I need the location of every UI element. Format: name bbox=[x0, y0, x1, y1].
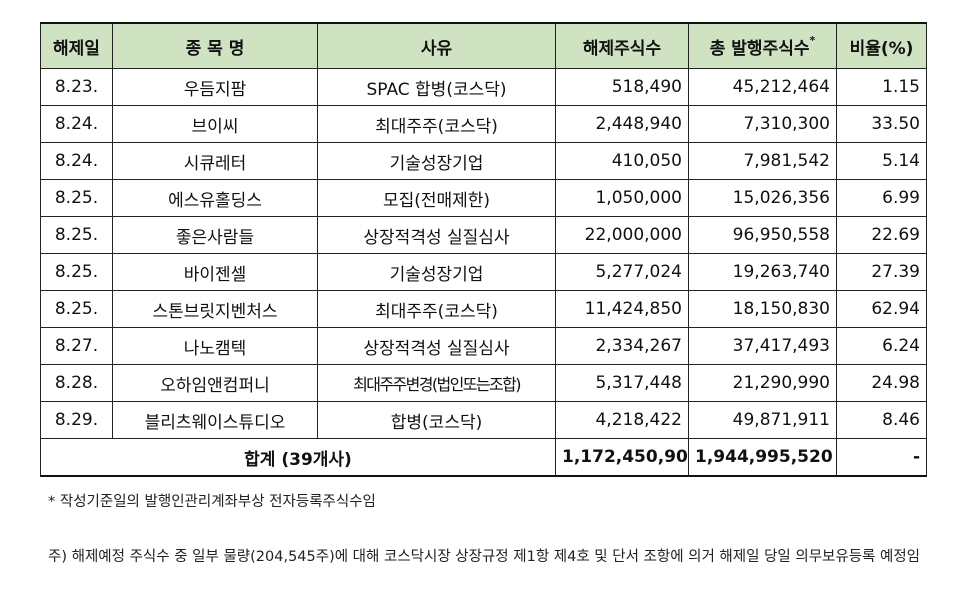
cell-date: 8.25. bbox=[40, 216, 113, 254]
cell-ratio: 33.50 bbox=[836, 105, 927, 143]
note: 주) 해제예정 주식수 중 일부 물량(204,545주)에 대해 코스닥시장 … bbox=[48, 549, 921, 565]
header-name: 종 목 명 bbox=[112, 22, 318, 69]
total-total-shares: 1,944,995,520 bbox=[688, 438, 837, 477]
cell-reason: 최대주주(코스닥) bbox=[317, 290, 556, 328]
cell-total-shares: 96,950,558 bbox=[688, 216, 837, 254]
cell-name: 브이씨 bbox=[112, 105, 318, 143]
cell-reason: 최대주주변경(법인또는조합) bbox=[317, 364, 556, 402]
cell-total-shares: 49,871,911 bbox=[688, 401, 837, 439]
cell-total-shares: 19,263,740 bbox=[688, 253, 837, 291]
cell-ratio: 6.99 bbox=[836, 179, 927, 217]
cell-date: 8.24. bbox=[40, 105, 113, 143]
cell-date: 8.27. bbox=[40, 327, 113, 365]
table-total-row: 합계 (39개사) 1,172,450,902 1,944,995,520 - bbox=[40, 438, 927, 477]
cell-total-shares: 45,212,464 bbox=[688, 68, 837, 106]
cell-date: 8.24. bbox=[40, 142, 113, 180]
cell-ratio: 62.94 bbox=[836, 290, 927, 328]
cell-date: 8.29. bbox=[40, 401, 113, 439]
cell-reason: SPAC 합병(코스닥) bbox=[317, 68, 556, 106]
cell-ratio: 1.15 bbox=[836, 68, 927, 106]
cell-name: 블리츠웨이스튜디오 bbox=[112, 401, 318, 439]
cell-date: 8.28. bbox=[40, 364, 113, 402]
cell-name: 에스유홀딩스 bbox=[112, 179, 318, 217]
cell-date: 8.25. bbox=[40, 253, 113, 291]
cell-total-shares: 18,150,830 bbox=[688, 290, 837, 328]
cell-total-shares: 15,026,356 bbox=[688, 179, 837, 217]
cell-reason: 합병(코스닥) bbox=[317, 401, 556, 439]
cell-total-shares: 21,290,990 bbox=[688, 364, 837, 402]
cell-release-shares: 11,424,850 bbox=[555, 290, 689, 328]
total-release-shares: 1,172,450,902 bbox=[555, 438, 689, 477]
cell-total-shares: 7,981,542 bbox=[688, 142, 837, 180]
table-row: 8.28. 오하임앤컴퍼니 최대주주변경(법인또는조합) 5,317,448 2… bbox=[40, 364, 927, 402]
table-row: 8.25. 바이젠셀 기술성장기업 5,277,024 19,263,740 2… bbox=[40, 253, 927, 291]
table-header-row: 해제일 종 목 명 사유 해제주식수 총 발행주식수* 비율(%) bbox=[40, 22, 927, 69]
cell-name: 시큐레터 bbox=[112, 142, 318, 180]
header-total-shares-mark: * bbox=[809, 33, 816, 47]
cell-release-shares: 2,448,940 bbox=[555, 105, 689, 143]
table-row: 8.23. 우듬지팜 SPAC 합병(코스닥) 518,490 45,212,4… bbox=[40, 68, 927, 106]
cell-release-shares: 5,277,024 bbox=[555, 253, 689, 291]
cell-name: 바이젠셀 bbox=[112, 253, 318, 291]
cell-name: 스톤브릿지벤처스 bbox=[112, 290, 318, 328]
cell-reason: 모집(전매제한) bbox=[317, 179, 556, 217]
cell-reason: 최대주주(코스닥) bbox=[317, 105, 556, 143]
table-row: 8.24. 브이씨 최대주주(코스닥) 2,448,940 7,310,300 … bbox=[40, 105, 927, 143]
header-reason: 사유 bbox=[317, 22, 556, 69]
cell-ratio: 27.39 bbox=[836, 253, 927, 291]
cell-ratio: 8.46 bbox=[836, 401, 927, 439]
cell-reason: 기술성장기업 bbox=[317, 253, 556, 291]
footnote: * 작성기준일의 발행인관리계좌부상 전자등록주식수임 bbox=[48, 494, 376, 510]
header-total-shares-label: 총 발행주식수 bbox=[709, 38, 810, 59]
cell-ratio: 5.14 bbox=[836, 142, 927, 180]
cell-total-shares: 7,310,300 bbox=[688, 105, 837, 143]
cell-release-shares: 518,490 bbox=[555, 68, 689, 106]
header-release-shares: 해제주식수 bbox=[555, 22, 689, 69]
cell-ratio: 22.69 bbox=[836, 216, 927, 254]
table-row: 8.29. 블리츠웨이스튜디오 합병(코스닥) 4,218,422 49,871… bbox=[40, 401, 927, 439]
table-row: 8.25. 좋은사람들 상장적격성 실질심사 22,000,000 96,950… bbox=[40, 216, 927, 254]
table-row: 8.27. 나노캠텍 상장적격성 실질심사 2,334,267 37,417,4… bbox=[40, 327, 927, 365]
cell-release-shares: 4,218,422 bbox=[555, 401, 689, 439]
cell-release-shares: 5,317,448 bbox=[555, 364, 689, 402]
cell-date: 8.25. bbox=[40, 290, 113, 328]
cell-name: 좋은사람들 bbox=[112, 216, 318, 254]
cell-ratio: 24.98 bbox=[836, 364, 927, 402]
cell-reason: 상장적격성 실질심사 bbox=[317, 327, 556, 365]
cell-release-shares: 22,000,000 bbox=[555, 216, 689, 254]
cell-name: 오하임앤컴퍼니 bbox=[112, 364, 318, 402]
cell-date: 8.23. bbox=[40, 68, 113, 106]
total-label: 합계 (39개사) bbox=[40, 438, 556, 477]
cell-name: 우듬지팜 bbox=[112, 68, 318, 106]
cell-total-shares: 37,417,493 bbox=[688, 327, 837, 365]
header-date: 해제일 bbox=[40, 22, 113, 69]
cell-reason: 상장적격성 실질심사 bbox=[317, 216, 556, 254]
header-total-shares: 총 발행주식수* bbox=[688, 22, 837, 69]
cell-ratio: 6.24 bbox=[836, 327, 927, 365]
table-row: 8.25. 에스유홀딩스 모집(전매제한) 1,050,000 15,026,3… bbox=[40, 179, 927, 217]
lockup-release-table: 해제일 종 목 명 사유 해제주식수 총 발행주식수* 비율(%) 8.23. … bbox=[40, 22, 927, 477]
table-row: 8.24. 시큐레터 기술성장기업 410,050 7,981,542 5.14 bbox=[40, 142, 927, 180]
header-ratio: 비율(%) bbox=[836, 22, 927, 69]
cell-release-shares: 2,334,267 bbox=[555, 327, 689, 365]
cell-release-shares: 410,050 bbox=[555, 142, 689, 180]
cell-reason: 기술성장기업 bbox=[317, 142, 556, 180]
table-row: 8.25. 스톤브릿지벤처스 최대주주(코스닥) 11,424,850 18,1… bbox=[40, 290, 927, 328]
total-ratio: - bbox=[836, 438, 927, 477]
cell-name: 나노캠텍 bbox=[112, 327, 318, 365]
cell-date: 8.25. bbox=[40, 179, 113, 217]
cell-release-shares: 1,050,000 bbox=[555, 179, 689, 217]
